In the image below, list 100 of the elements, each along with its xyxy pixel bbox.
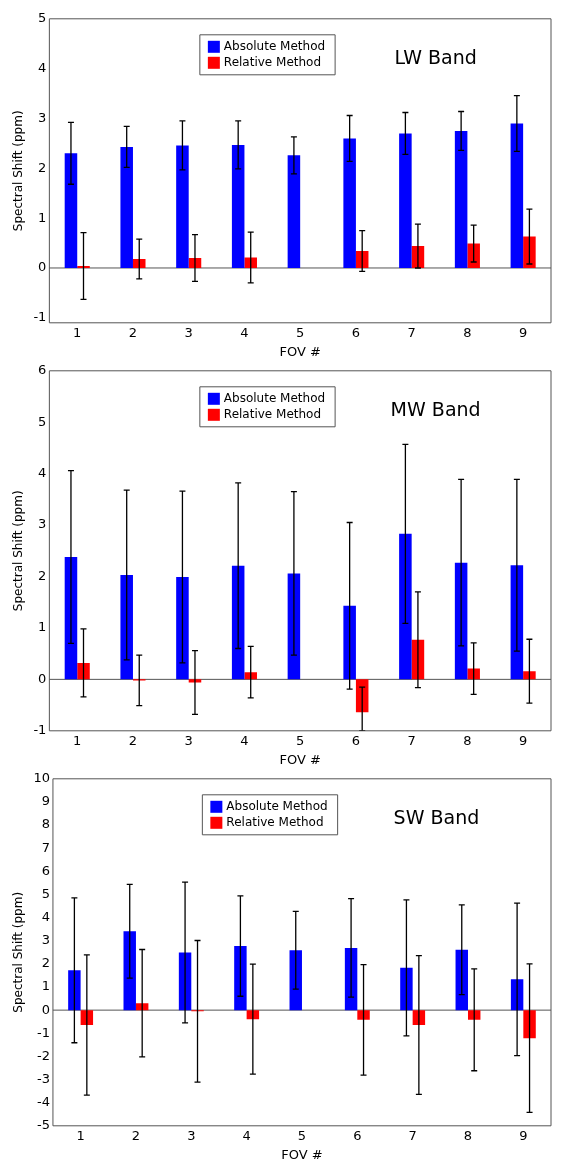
x-tick-label: 4: [240, 732, 249, 748]
y-axis-title: Spectral Shift (ppm): [11, 110, 26, 232]
bar: [523, 236, 536, 268]
y-tick-label: -2: [36, 1047, 50, 1063]
bar: [80, 1010, 94, 1025]
y-tick-label: -3: [36, 1070, 50, 1086]
text: SW Band: [393, 805, 480, 828]
x-tick-label: 7: [407, 324, 416, 340]
x-tick-label: 1: [73, 732, 82, 748]
bar: [244, 257, 257, 268]
bar: [120, 574, 133, 680]
bar: [231, 144, 245, 268]
y-tick-label: -5: [36, 1117, 50, 1133]
y-tick-label: 0: [41, 1001, 50, 1017]
x-tick-label: 1: [73, 324, 82, 340]
bar: [467, 243, 480, 268]
x-tick-label: 8: [463, 324, 472, 340]
x-tick-label: 2: [128, 732, 138, 748]
y-tick-label: -1: [33, 722, 47, 738]
y-tick-label: -1: [33, 309, 47, 325]
y-tick-label: 7: [41, 839, 50, 855]
y-tick-label: -4: [36, 1094, 50, 1110]
legend-label: Relative Method: [223, 406, 322, 421]
legend-label: Absolute Method: [223, 390, 326, 405]
y-tick-label: 10: [33, 770, 50, 786]
bar: [77, 662, 90, 680]
bar: [68, 970, 81, 1011]
x-tick-label: 4: [240, 324, 249, 340]
x-tick-label: 6: [351, 732, 361, 748]
text: LW Band: [394, 45, 477, 68]
y-axis-title: Spectral Shift (ppm): [11, 490, 26, 612]
y-tick-label: 1: [41, 978, 50, 994]
x-tick-label: 2: [128, 324, 138, 340]
x-tick-label: 3: [184, 732, 193, 748]
x-tick-label: 8: [463, 1127, 473, 1143]
y-tick-label: 1: [38, 619, 47, 635]
bar: [132, 259, 146, 268]
text: MW Band: [390, 397, 481, 420]
x-tick-label: 9: [518, 732, 528, 748]
x-tick-label: 2: [131, 1127, 141, 1143]
bar: [399, 533, 412, 680]
bar: [244, 672, 257, 680]
x-axis-title: FOV #: [279, 343, 321, 359]
bar: [400, 967, 413, 1011]
y-tick-label: 3: [41, 932, 50, 948]
x-tick-label: 5: [297, 1127, 307, 1143]
legend-label: Relative Method: [226, 814, 324, 829]
y-tick-label: 0: [38, 259, 47, 275]
x-tick-label: 5: [296, 324, 305, 340]
bar: [64, 153, 78, 268]
x-tick-label: 8: [463, 732, 472, 748]
legend-label: Absolute Method: [223, 38, 326, 53]
x-tick-label: 1: [76, 1127, 85, 1143]
bar: [399, 133, 412, 268]
legend-label: Absolute Method: [226, 798, 328, 813]
y-tick-label: 1: [38, 209, 47, 225]
y-tick-label: 5: [38, 10, 47, 26]
y-tick-label: 2: [38, 567, 47, 583]
bar: [120, 146, 133, 268]
y-tick-label: 0: [38, 670, 47, 686]
bar: [510, 123, 524, 268]
bar: [176, 145, 189, 268]
y-tick-label: 2: [41, 955, 50, 971]
bar: [357, 1010, 370, 1020]
bar: [234, 946, 247, 1011]
x-tick-label: 9: [519, 1127, 528, 1143]
bar: [343, 138, 356, 268]
x-tick-label: 5: [296, 732, 305, 748]
bar: [523, 1010, 536, 1039]
y-tick-label: 4: [38, 60, 47, 76]
y-tick-label: 3: [38, 516, 47, 532]
x-tick-label: 7: [408, 1127, 417, 1143]
y-tick-label: 6: [41, 862, 50, 878]
y-tick-label: -1: [36, 1024, 50, 1040]
y-tick-label: 3: [38, 109, 47, 125]
x-tick-label: 3: [184, 324, 193, 340]
x-tick-label: 3: [187, 1127, 196, 1143]
y-tick-label: 4: [41, 908, 50, 924]
y-tick-label: 9: [41, 793, 50, 809]
y-axis-title: Spectral Shift (ppm): [11, 891, 26, 1013]
bar: [289, 950, 302, 1011]
bar: [467, 1010, 481, 1020]
x-axis-title: FOV #: [279, 751, 321, 767]
bar: [135, 1003, 149, 1011]
legend-label: Relative Method: [223, 54, 322, 69]
bar: [123, 931, 136, 1011]
x-axis-title: FOV #: [281, 1146, 323, 1162]
x-tick-label: 9: [518, 324, 528, 340]
bar: [454, 130, 468, 268]
y-tick-label: 2: [38, 159, 47, 175]
x-tick-label: 7: [407, 732, 416, 748]
y-tick-label: 8: [41, 816, 50, 832]
x-tick-label: 6: [351, 324, 361, 340]
y-tick-label: 5: [38, 413, 47, 429]
bar: [176, 577, 189, 680]
x-tick-label: 4: [242, 1127, 251, 1143]
x-tick-label: 6: [353, 1127, 362, 1143]
bar: [343, 605, 356, 680]
y-tick-label: 5: [41, 885, 50, 901]
y-tick-label: 6: [38, 362, 47, 378]
